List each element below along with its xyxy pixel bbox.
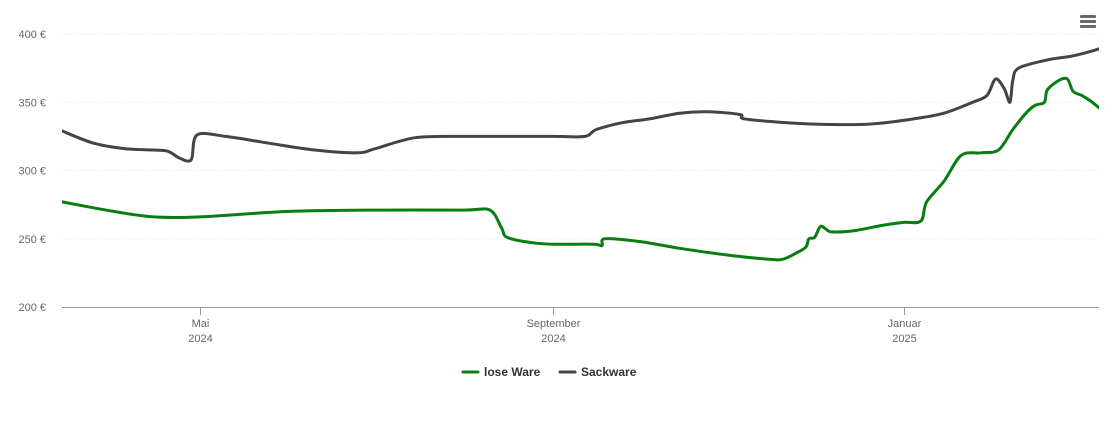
series-line-lose-ware[interactable] <box>62 76 1099 262</box>
y-tick-label: 300 € <box>18 166 46 178</box>
legend: lose Ware Sackware <box>461 365 637 379</box>
grid-lines <box>62 33 1099 240</box>
x-tick-label: September <box>527 318 581 330</box>
x-axis: Mai 2024 September 2024 Januar 2025 <box>62 307 1099 345</box>
legend-label: lose Ware <box>484 365 541 379</box>
legend-item-sackware[interactable]: Sackware <box>558 365 637 379</box>
series-line-sackware[interactable] <box>62 47 1099 163</box>
y-tick-label: 400 € <box>18 29 46 41</box>
y-tick-label: 350 € <box>18 97 46 109</box>
x-tick-label: Januar <box>888 318 922 330</box>
y-tick-label: 200 € <box>18 302 46 314</box>
y-axis: 200 € 250 € 300 € 350 € 400 € <box>18 29 46 314</box>
x-tick-year: 2024 <box>541 333 565 345</box>
legend-item-lose-ware[interactable]: lose Ware <box>461 365 541 379</box>
x-tick-year: 2025 <box>892 333 916 345</box>
x-tick-year: 2024 <box>188 333 212 345</box>
legend-label: Sackware <box>581 365 637 379</box>
series-group <box>62 47 1099 262</box>
y-tick-label: 250 € <box>18 234 46 246</box>
hamburger-menu-icon[interactable] <box>1077 12 1099 32</box>
x-tick-label: Mai <box>192 318 210 330</box>
